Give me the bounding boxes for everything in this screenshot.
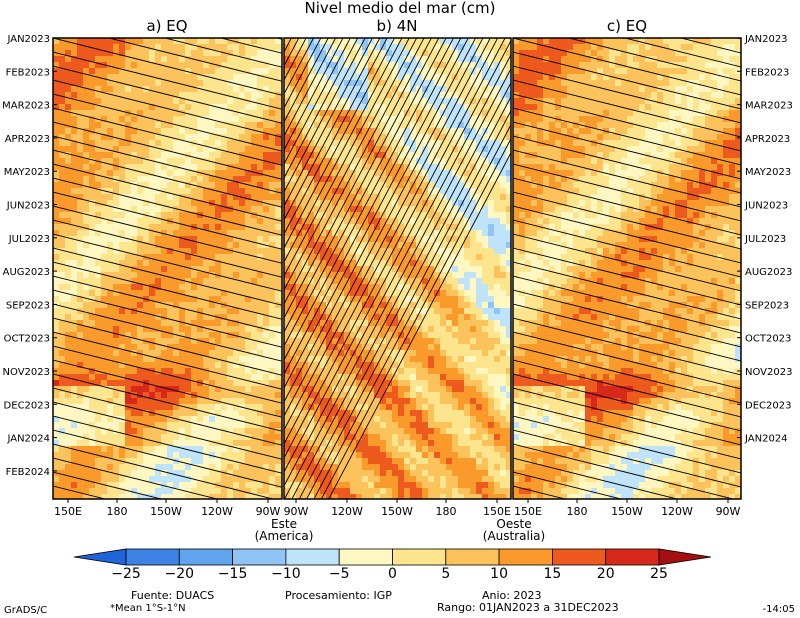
colorbar-segment (125, 548, 180, 566)
x-tick-label: 150E (483, 505, 511, 518)
y-tick-label-left: JUL2023 (8, 234, 50, 245)
y-tick-label-right: NOV2023 (745, 367, 792, 378)
y-tick-label-left: FEB2023 (6, 67, 50, 78)
label-australia: (Australia) (483, 529, 545, 543)
footer-procesamiento: Procesamiento: IGP (285, 589, 392, 602)
label-este: Este (271, 517, 297, 531)
y-tick-label-left: DEC2023 (4, 400, 50, 411)
panel-b-field (284, 38, 511, 499)
y-tick-label-left: FEB2024 (6, 467, 50, 478)
x-tick-label: 120W (661, 505, 693, 518)
panel-title-a: a) EQ (146, 17, 187, 35)
y-tick-label-left: NOV2023 (3, 367, 50, 378)
x-tick-label: 150W (381, 505, 413, 518)
x-axes: 150E 180 150W 120W 90W 90W 120W 150W 180 150E 150E… (54, 499, 741, 518)
y-tick-label-right: APR2023 (745, 134, 790, 145)
y-tick-label-left: APR2023 (5, 134, 50, 145)
y-tick-label-right: JUL2023 (744, 234, 786, 245)
colorbar: −25 −20 −15 −10 −5 0 5 10 15 20 25 (73, 548, 712, 582)
y-tick-label-right: OCT2023 (745, 334, 791, 345)
colorbar-tick-label: 5 (441, 566, 450, 582)
colorbar-tick-label: 15 (543, 566, 561, 582)
label-oeste: Oeste (496, 517, 531, 531)
x-tick-label: 150E (54, 505, 82, 518)
x-tick-label: 120W (331, 505, 363, 518)
y-tick-label-left: AUG2023 (3, 267, 50, 278)
y-tick-label-left: JAN2024 (6, 434, 50, 445)
x-tick-label: 150E (514, 505, 542, 518)
footer-fuente: Fuente: DUACS (131, 589, 214, 602)
panel-title-b: b) 4N (377, 17, 418, 35)
label-america: (America) (255, 529, 314, 543)
colorbar-segment (232, 548, 287, 566)
y-tick-label-right: SEP2023 (745, 300, 789, 311)
colorbar-segment (338, 548, 393, 566)
footer-time: -14:05 (763, 604, 795, 615)
colorbar-segment (392, 548, 447, 566)
colorbar-tick-label: −20 (165, 566, 195, 582)
footer-rango: Rango: 01JAN2023 a 31DEC2023 (437, 601, 619, 614)
x-tick-label: 90W (256, 505, 281, 518)
y-tick-label-left: JUN2023 (6, 201, 50, 212)
y-tick-label-left: MAY2023 (4, 167, 50, 178)
x-tick-label: 150W (150, 505, 182, 518)
colorbar-tick-label: 20 (597, 566, 615, 582)
x-tick-label: 150W (611, 505, 643, 518)
y-tick-label-right: MAY2023 (745, 167, 791, 178)
x-tick-label: 180 (436, 505, 457, 518)
x-tick-label: 180 (107, 505, 128, 518)
y-tick-label-right: MAR2023 (745, 101, 793, 112)
colorbar-segment (178, 548, 234, 566)
colorbar-segment (605, 548, 660, 566)
y-tick-label-left: SEP2023 (6, 300, 50, 311)
colorbar-tick-label: 0 (388, 566, 397, 582)
panel-c-field (513, 38, 741, 499)
colorbar-tick-label: −10 (271, 566, 301, 582)
colorbar-tick-label: −5 (329, 566, 350, 582)
colorbar-tick-label: −25 (111, 566, 141, 582)
x-tick-label: 90W (284, 505, 309, 518)
y-tick-label-right: JUN2023 (744, 201, 788, 212)
y-tick-label-right: AUG2023 (745, 267, 792, 278)
y-axis-left: JAN2023 FEB2023 MAR2023 APR2023 MAY2023 JUN20… (2, 34, 57, 478)
y-axis-right: JAN2023 FEB2023 MAR2023 APR2023 MAY2023 JUN20… (737, 34, 793, 445)
y-tick-label-right: DEC2023 (745, 400, 791, 411)
colorbar-tick-label: −15 (218, 566, 248, 582)
y-tick-label-right: JAN2023 (744, 34, 788, 45)
colorbar-segment (285, 548, 340, 566)
footer-grads: GrADS/C (4, 605, 47, 616)
x-tick-label: 120W (201, 505, 233, 518)
y-tick-label-right: JAN2024 (744, 434, 788, 445)
colorbar-segment (498, 548, 553, 566)
colorbar-high-arrow (658, 548, 712, 566)
footer-mean: *Mean 1°S-1°N (110, 603, 186, 614)
colorbar-segment (445, 548, 500, 566)
y-tick-label-right: FEB2023 (745, 67, 789, 78)
colorbar-tick-label: 25 (650, 566, 668, 582)
chart-title: Nivel medio del mar (cm) (305, 0, 496, 17)
colorbar-tick-label: 10 (490, 566, 508, 582)
colorbar-low-arrow (73, 548, 127, 566)
colorbar-segment (552, 548, 607, 566)
footer-anio: Anio: 2023 (482, 589, 541, 602)
y-tick-label-left: MAR2023 (2, 101, 50, 112)
panel-a-frame (52, 37, 283, 500)
panel-title-c: c) EQ (607, 17, 647, 35)
y-tick-label-left: OCT2023 (4, 334, 50, 345)
x-tick-label: 90W (716, 505, 741, 518)
panel-a-field (53, 38, 282, 499)
y-tick-label-left: JAN2023 (6, 34, 50, 45)
x-tick-label: 180 (567, 505, 588, 518)
